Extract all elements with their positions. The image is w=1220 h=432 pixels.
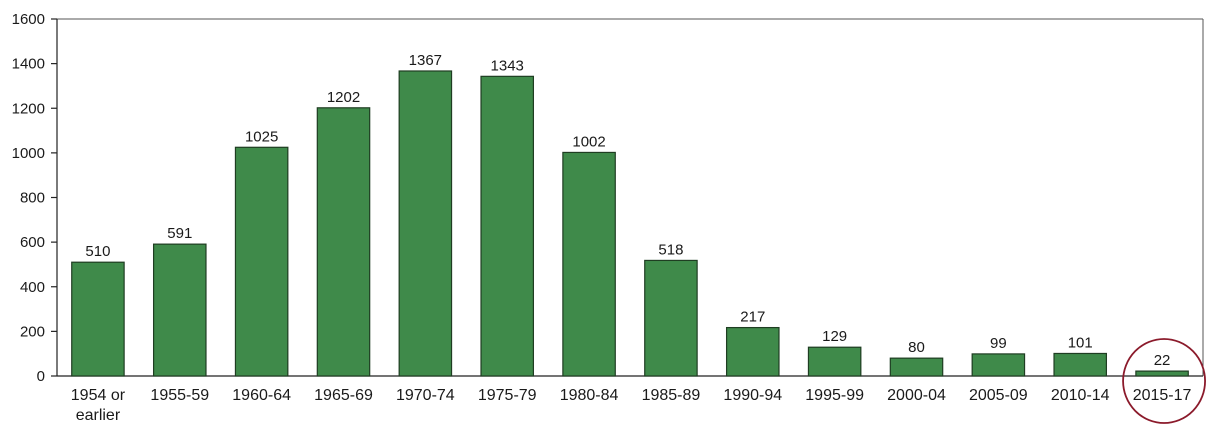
bars	[71, 70, 1189, 377]
value-label: 1002	[572, 133, 605, 150]
value-labels: 510 591 1025 1202 1367 1343 1002 518 217 129 80 99 1…	[85, 52, 1170, 369]
y-tick-label: 1200	[12, 100, 45, 117]
bar	[234, 146, 289, 377]
category-label-line: 1975-79	[478, 387, 537, 404]
bar	[725, 326, 780, 377]
value-label: 80	[908, 339, 925, 356]
category-label-line: 2000-04	[887, 387, 946, 404]
y-tick-label: 600	[20, 234, 45, 251]
category-label: 1970-74	[396, 387, 455, 404]
value-label: 1367	[409, 52, 442, 69]
category-label-line: 1985-89	[642, 387, 701, 404]
category-label: 1985-89	[642, 387, 701, 404]
bar	[480, 75, 535, 377]
category-label-line: 1955-59	[150, 387, 209, 404]
category-label-line: 2005-09	[969, 387, 1028, 404]
bar	[71, 261, 125, 377]
bar	[1053, 352, 1108, 377]
bar	[807, 346, 862, 377]
category-label-line: 1995-99	[805, 387, 864, 404]
bar	[1135, 370, 1189, 377]
bar	[316, 107, 371, 377]
category-label: 1975-79	[478, 387, 537, 404]
y-tick-label: 1600	[12, 11, 45, 28]
y-tick-label: 1400	[12, 56, 45, 73]
y-tick-label: 0	[37, 368, 45, 385]
y-tick-label: 800	[20, 190, 45, 207]
category-label-line: 2010-14	[1051, 387, 1110, 404]
x-axis-categories: 1954 or earlier 1955-59 1960-64 1965-69 1970-…	[71, 387, 1192, 424]
highlight-annotation	[1122, 338, 1206, 424]
y-tick-label: 1000	[12, 145, 45, 162]
category-label: 1965-69	[314, 387, 373, 404]
bar	[644, 259, 698, 377]
category-label: 1990-94	[723, 387, 782, 404]
value-label: 591	[167, 225, 192, 242]
category-label-line: 2015-17	[1133, 387, 1192, 404]
category-label: 1980-84	[560, 387, 619, 404]
value-label: 1025	[245, 128, 278, 145]
value-label: 217	[740, 309, 765, 326]
category-label-line: 1970-74	[396, 387, 455, 404]
value-label: 1202	[327, 89, 360, 106]
bar	[971, 353, 1026, 377]
bar	[889, 357, 944, 377]
category-label: 2000-04	[887, 387, 946, 404]
value-label: 518	[658, 241, 683, 258]
category-label: 2010-14	[1051, 387, 1110, 404]
y-axis-ticks: 0 200 400 600 800 1000 1200 1400 1600	[12, 11, 57, 385]
value-label: 1343	[491, 57, 524, 74]
category-label-line: earlier	[76, 407, 121, 424]
highlight-circle	[1122, 338, 1206, 424]
bar	[398, 70, 453, 377]
value-label: 99	[990, 335, 1007, 352]
category-label-line: 1990-94	[723, 387, 782, 404]
value-label: 129	[822, 328, 847, 345]
category-label: 1995-99	[805, 387, 864, 404]
value-label: 22	[1154, 352, 1171, 369]
category-label-line: 1954 or	[71, 387, 126, 404]
category-label: 1954 or earlier	[71, 387, 126, 424]
value-label: 101	[1068, 334, 1093, 351]
bar	[152, 243, 207, 377]
category-label-line: 1980-84	[560, 387, 619, 404]
category-label: 2015-17	[1133, 387, 1192, 404]
bar	[562, 151, 616, 377]
category-label-line: 1960-64	[232, 387, 291, 404]
y-tick-label: 400	[20, 279, 45, 296]
value-label: 510	[85, 243, 110, 260]
chart-frame	[56, 18, 1204, 377]
y-tick-label: 200	[20, 323, 45, 340]
category-label: 2005-09	[969, 387, 1028, 404]
category-label: 1955-59	[150, 387, 209, 404]
category-label: 1960-64	[232, 387, 291, 404]
category-label-line: 1965-69	[314, 387, 373, 404]
